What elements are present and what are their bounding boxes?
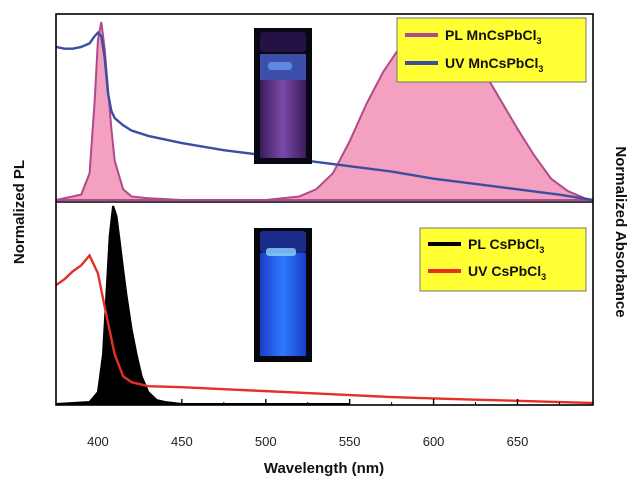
- x-tick-label-400: 400: [87, 434, 109, 449]
- legend-label-uv-cs: UV CsPbCl3: [468, 263, 546, 282]
- legend-label-pl-cs: PL CsPbCl3: [468, 236, 544, 255]
- y-axis-title-left: Normalized PL: [11, 160, 28, 264]
- x-axis-title: Wavelength (nm): [264, 460, 384, 477]
- x-tick-label-550: 550: [339, 434, 361, 449]
- legend-bottom: PL CsPbCl3 UV CsPbCl3: [419, 227, 587, 292]
- plot-frame: [55, 13, 594, 406]
- x-tick-label-650: 650: [507, 434, 529, 449]
- series-top-uv-mncspbcl: [56, 30, 593, 202]
- vial-photo-blue: [254, 228, 312, 362]
- legend-label-pl-mn: PL MnCsPbCl3: [445, 27, 542, 46]
- legend-label-uv-mn: UV MnCsPbCl3: [445, 55, 543, 74]
- x-tick-label-600: 600: [423, 434, 445, 449]
- y-axis-title-right: Normalized Absorbance: [612, 146, 629, 317]
- legend-top: PL MnCsPbCl3 UV MnCsPbCl3: [396, 17, 587, 83]
- series-bottom-uv-cspbcl: [56, 253, 593, 405]
- series-bottom-pl-cspbcl: [56, 205, 350, 405]
- vial-photo-purple: [254, 28, 312, 164]
- x-axis-ticks: 400 450 500 550 600 650: [55, 399, 560, 449]
- x-tick-label-450: 450: [171, 434, 193, 449]
- x-tick-label-500: 500: [255, 434, 277, 449]
